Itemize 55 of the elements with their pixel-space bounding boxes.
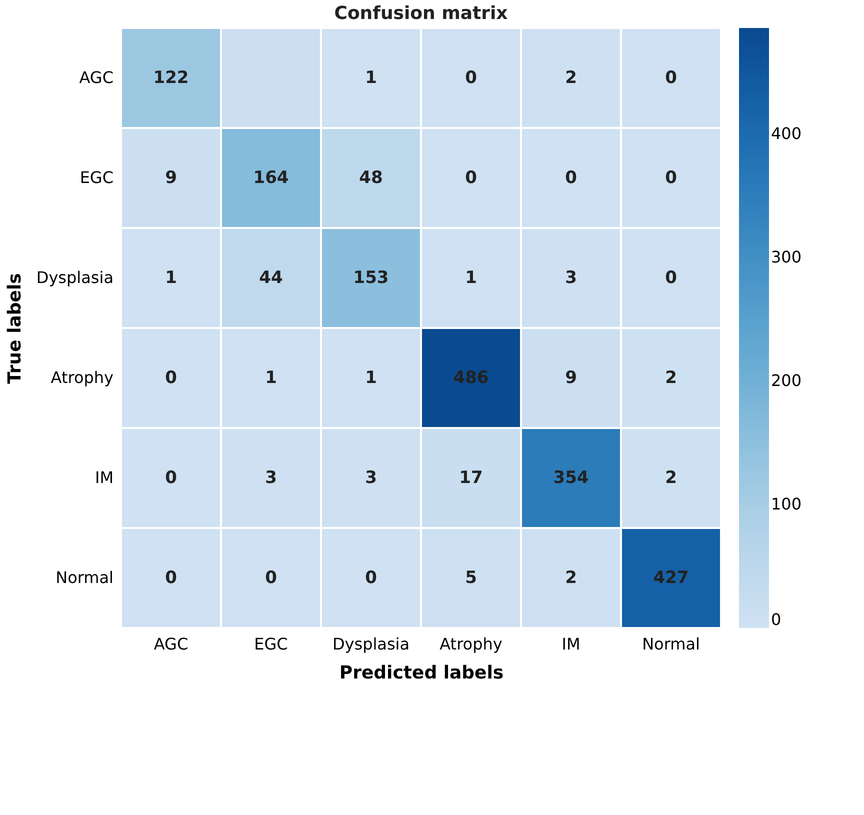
data-label: 0 xyxy=(465,68,478,88)
data-label: 0 xyxy=(165,468,178,488)
data-label: 1 xyxy=(365,68,377,88)
data-label: 2 xyxy=(565,568,577,588)
data-label: 427 xyxy=(653,568,689,588)
x-tick-label: Normal xyxy=(642,634,700,654)
data-label: 0 xyxy=(665,268,678,288)
data-label: 3 xyxy=(565,268,577,288)
color-bar-label: 300 xyxy=(771,248,802,267)
data-label: 1 xyxy=(465,268,477,288)
data-label: 2 xyxy=(665,368,677,388)
data-label: 3 xyxy=(365,468,377,488)
y-tick-label: Normal xyxy=(56,568,114,587)
data-label: 0 xyxy=(465,168,478,188)
data-label: 153 xyxy=(353,268,389,288)
y-tick-label: IM xyxy=(94,468,114,487)
data-label: 0 xyxy=(365,568,378,588)
data-label: 48 xyxy=(359,168,383,188)
color-bar-label: 100 xyxy=(771,494,802,514)
data-label: 0 xyxy=(665,168,678,188)
y-tick-label: EGC xyxy=(80,168,114,187)
data-label: 2 xyxy=(565,68,577,88)
color-bar-label: 400 xyxy=(771,124,802,144)
data-label: 2 xyxy=(665,468,677,488)
x-tick-label: EGC xyxy=(254,634,288,654)
y-tick-label: Atrophy xyxy=(50,368,114,387)
x-tick-label: AGC xyxy=(154,634,188,654)
x-tick-label: IM xyxy=(562,634,580,654)
data-label: 17 xyxy=(459,468,483,488)
y-axis-title: True labels xyxy=(4,273,26,384)
data-label: 1 xyxy=(365,368,377,388)
data-label: 122 xyxy=(153,68,189,88)
data-label: 1 xyxy=(265,368,277,388)
data-label: 0 xyxy=(265,568,278,588)
data-label: 354 xyxy=(553,468,589,488)
data-label: 3 xyxy=(265,468,277,488)
data-label: 0 xyxy=(165,568,178,588)
data-label: 44 xyxy=(259,268,283,288)
chart-title: Confusion matrix xyxy=(334,3,508,24)
data-label: 0 xyxy=(565,168,578,188)
data-label: 9 xyxy=(565,368,577,388)
x-tick-label: Atrophy xyxy=(440,634,502,654)
data-label: 1 xyxy=(165,268,177,288)
x-tick-label: Dysplasia xyxy=(332,634,410,654)
data-label: 5 xyxy=(465,568,477,588)
data-label: 9 xyxy=(165,168,177,188)
data-label: 0 xyxy=(665,68,678,88)
color-bar-label: 0 xyxy=(771,610,782,629)
data-label: 164 xyxy=(253,168,289,188)
color-bar-label: 200 xyxy=(771,371,802,390)
y-tick-label: AGC xyxy=(79,68,114,87)
x-axis-title: Predicted labels xyxy=(339,662,504,684)
data-label: 0 xyxy=(165,368,178,388)
y-tick-label: Dysplasia xyxy=(36,268,114,287)
data-label: 486 xyxy=(453,368,489,388)
